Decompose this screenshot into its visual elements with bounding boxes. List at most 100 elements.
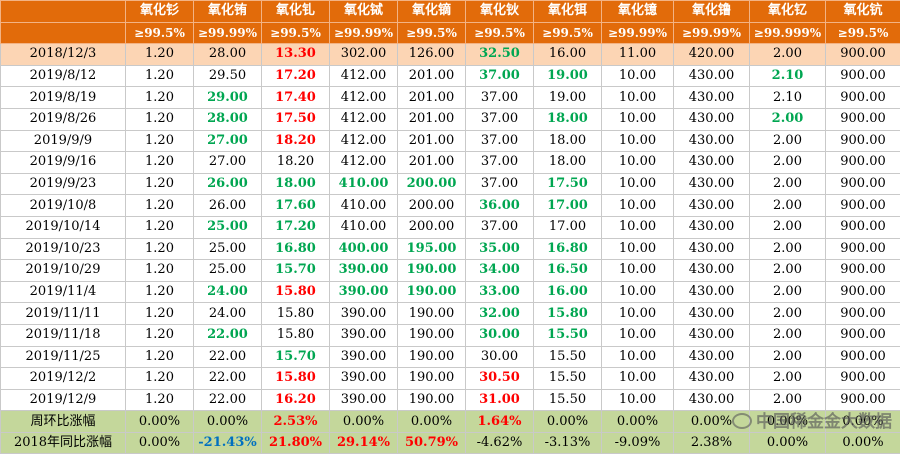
price-cell: 34.00	[465, 259, 534, 282]
table-row: 2019/11/4 1.20 24.00 15.80 390.00 190.00 33.00…	[0, 280, 900, 304]
header-purity: ≥99.99%	[329, 21, 398, 45]
price-cell: 200.00	[397, 172, 466, 196]
price-cell: 10.00	[601, 302, 674, 325]
price-cell: 302.00	[329, 43, 398, 66]
header-row-names: 氧化钐 氧化铕 氧化钆 氧化铽 氧化镝 氧化钬 氧化铒 氧化镱 氧化镥 氧化钇 氧化钪	[0, 0, 900, 23]
price-cell: 430.00	[673, 367, 750, 390]
price-cell: 1.20	[125, 237, 194, 261]
header-oxide-name: 氧化钆	[261, 0, 330, 23]
header-oxide-name: 氧化铽	[329, 0, 398, 23]
price-cell: 15.80	[261, 280, 330, 304]
price-cell: 900.00	[825, 302, 900, 325]
change-cell: 2.38%	[673, 431, 750, 454]
header-purity: ≥99.5%	[125, 21, 194, 45]
price-cell: 412.00	[329, 86, 398, 109]
price-cell: 430.00	[673, 280, 750, 304]
price-cell: 430.00	[673, 323, 750, 347]
date-cell: 2019/9/16	[0, 151, 126, 174]
price-cell: 190.00	[397, 259, 466, 282]
price-cell: 2.00	[749, 215, 826, 239]
price-cell: 10.00	[601, 194, 674, 217]
price-cell: 200.00	[397, 194, 466, 217]
price-cell: 16.80	[533, 237, 602, 261]
price-cell: 18.20	[261, 129, 330, 153]
price-cell: 15.50	[533, 323, 602, 347]
table-row: 2019/9/9 1.20 27.00 18.20 412.00 201.00 37.00 1…	[0, 129, 900, 153]
change-cell: 0.00%	[825, 410, 900, 433]
price-cell: 430.00	[673, 86, 750, 109]
price-cell: 900.00	[825, 215, 900, 239]
price-cell: 410.00	[329, 194, 398, 217]
date-cell: 2019/11/25	[0, 345, 126, 369]
price-cell: 900.00	[825, 323, 900, 347]
price-cell: 430.00	[673, 215, 750, 239]
price-cell: 17.20	[261, 64, 330, 88]
header-oxide-name: 氧化镥	[673, 0, 750, 23]
date-cell: 2019/10/14	[0, 215, 126, 239]
price-cell: 195.00	[397, 237, 466, 261]
price-cell: 190.00	[397, 302, 466, 325]
price-cell: 900.00	[825, 367, 900, 390]
header-oxide-name: 氧化铒	[533, 0, 602, 23]
price-cell: 900.00	[825, 64, 900, 88]
price-cell: 10.00	[601, 86, 674, 109]
price-cell: 190.00	[397, 280, 466, 304]
price-cell: 10.00	[601, 129, 674, 153]
price-cell: 32.50	[465, 43, 534, 66]
change-cell: 0.00%	[125, 410, 194, 433]
table-row: 2019/12/2 1.20 22.00 15.80 390.00 190.00 30.50…	[0, 367, 900, 390]
price-cell: 10.00	[601, 259, 674, 282]
price-cell: 1.20	[125, 367, 194, 390]
price-cell: 37.00	[465, 64, 534, 88]
summary-row: 周环比涨幅 0.00% 0.00% 2.53% 0.00% 0.00% 1.64% 0.00%…	[0, 410, 900, 433]
change-cell: 0.00%	[673, 410, 750, 433]
price-cell: 190.00	[397, 345, 466, 369]
price-cell: 16.20	[261, 388, 330, 412]
price-cell: 900.00	[825, 172, 900, 196]
price-cell: 1.20	[125, 215, 194, 239]
price-cell: 2.00	[749, 107, 826, 131]
price-cell: 10.00	[601, 151, 674, 174]
price-cell: 24.00	[193, 280, 262, 304]
date-cell: 2019/9/23	[0, 172, 126, 196]
header-oxide-name: 氧化钐	[125, 0, 194, 23]
price-cell: 390.00	[329, 259, 398, 282]
price-cell: 16.00	[533, 43, 602, 66]
price-cell: 37.00	[465, 215, 534, 239]
price-cell: 37.00	[465, 129, 534, 153]
price-cell: 15.80	[533, 302, 602, 325]
summary-label: 周环比涨幅	[0, 410, 126, 433]
price-cell: 29.00	[193, 86, 262, 109]
price-cell: 35.00	[465, 237, 534, 261]
price-cell: 1.20	[125, 64, 194, 88]
price-cell: 15.50	[533, 388, 602, 412]
date-cell: 2019/9/9	[0, 129, 126, 153]
price-cell: 26.00	[193, 194, 262, 217]
price-cell: 1.20	[125, 107, 194, 131]
date-cell: 2019/12/2	[0, 367, 126, 390]
header-oxide-name: 氧化镝	[397, 0, 466, 23]
price-cell: 2.00	[749, 367, 826, 390]
table-row: 2019/10/14 1.20 25.00 17.20 410.00 200.00 37.0…	[0, 215, 900, 239]
price-cell: 2.00	[749, 280, 826, 304]
wechat-icon	[732, 413, 752, 429]
price-cell: 19.00	[533, 64, 602, 88]
price-cell: 2.00	[749, 237, 826, 261]
price-cell: 25.00	[193, 237, 262, 261]
price-cell: 430.00	[673, 194, 750, 217]
date-cell: 2019/8/19	[0, 86, 126, 109]
price-cell: 10.00	[601, 323, 674, 347]
price-cell: 1.20	[125, 302, 194, 325]
price-cell: 31.00	[465, 388, 534, 412]
price-cell: 16.00	[533, 280, 602, 304]
price-cell: 430.00	[673, 388, 750, 412]
price-cell: 430.00	[673, 107, 750, 131]
price-cell: 430.00	[673, 345, 750, 369]
price-cell: 2.00	[749, 129, 826, 153]
price-cell: 25.00	[193, 259, 262, 282]
price-cell: 37.00	[465, 107, 534, 131]
price-cell: 2.00	[749, 43, 826, 66]
price-cell: 10.00	[601, 172, 674, 196]
